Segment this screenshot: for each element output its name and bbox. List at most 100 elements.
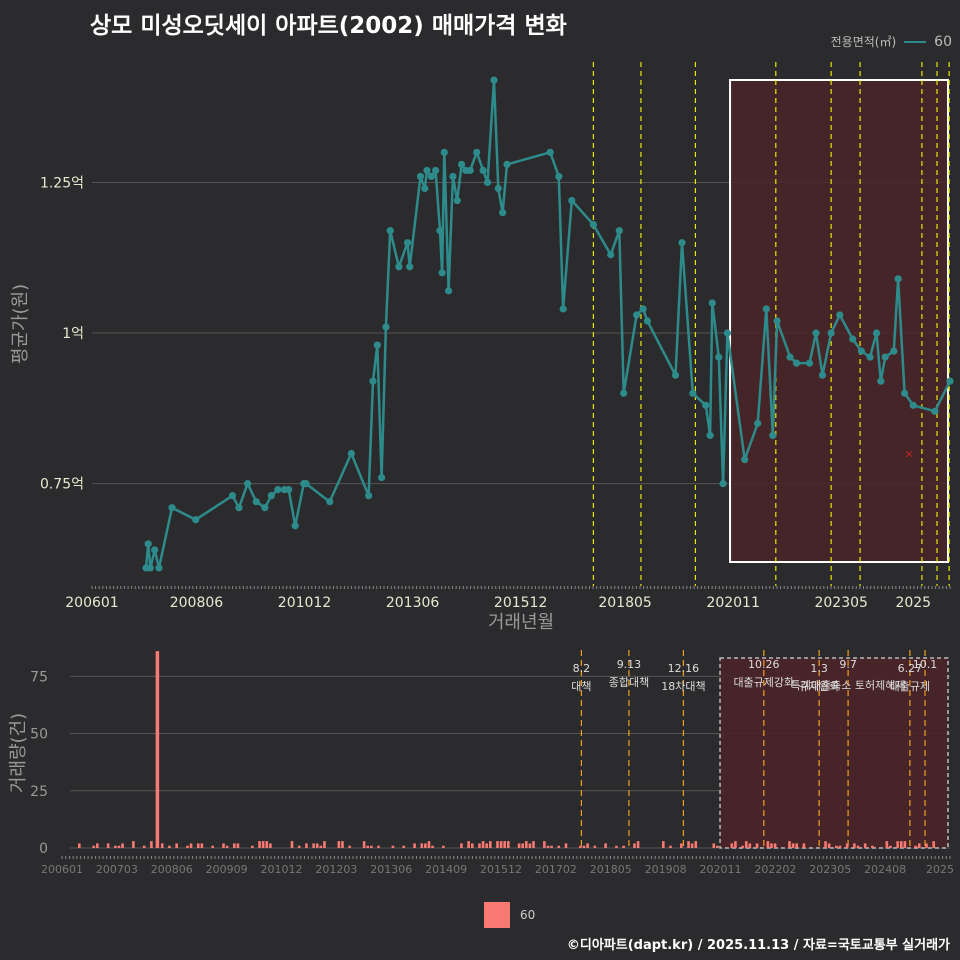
price-point (479, 166, 487, 175)
price-point (274, 486, 282, 494)
price-point (849, 335, 857, 343)
volume-bar (460, 843, 463, 848)
price-point (786, 353, 794, 361)
policy-date-label: 10.1 (913, 658, 938, 671)
price-point (373, 341, 381, 349)
volume-bar (824, 841, 827, 848)
volume-bar (853, 843, 856, 848)
price-point (890, 347, 898, 355)
volume-bar (337, 841, 341, 848)
volume-bar (593, 845, 597, 848)
policy-name-label: 규제완화 (799, 680, 839, 693)
price-point (559, 305, 567, 313)
volume-bar (546, 845, 550, 848)
volume-bar (662, 841, 665, 848)
volume-bar (196, 843, 200, 848)
volume-bar (269, 843, 272, 848)
volume-bar (550, 845, 553, 848)
volume-bar (348, 845, 351, 848)
price-point (805, 359, 814, 367)
volume-bar (312, 843, 315, 848)
volume-bar (795, 843, 799, 848)
price-point (440, 148, 448, 156)
price-point (812, 329, 820, 337)
price-point (449, 172, 457, 181)
price-point (818, 371, 827, 379)
volume-bar (690, 843, 694, 848)
price-point (836, 311, 844, 319)
price-point (378, 473, 386, 482)
x-tick-label-bottom: 201409 (425, 863, 467, 876)
y-tick-label: 1.25억 (40, 175, 84, 191)
volume-bar (233, 843, 236, 848)
price-point (490, 76, 498, 84)
volume-bar (362, 841, 366, 848)
price-point (633, 311, 641, 319)
volume-bar (391, 845, 395, 848)
price-point (285, 486, 293, 494)
price-point (503, 160, 511, 168)
volume-bar (741, 845, 744, 848)
volume-bar (755, 843, 759, 848)
legend-bar-swatch (484, 902, 510, 928)
price-point (754, 419, 762, 427)
volume-bar (297, 845, 301, 848)
volume-bar (467, 841, 470, 848)
volume-bar (175, 843, 178, 848)
x-tick-label-bottom: 202408 (864, 863, 906, 876)
volume-bar (903, 841, 907, 848)
price-point (946, 377, 954, 385)
price-point (423, 166, 431, 175)
price-point (866, 353, 874, 361)
volume-bar (121, 843, 124, 848)
volume-bar (499, 841, 503, 848)
volume-bar (517, 843, 521, 848)
volume-bar (413, 843, 416, 848)
price-point (792, 359, 801, 367)
volume-bar (503, 841, 506, 848)
volume-bar (730, 843, 734, 848)
price-point (719, 480, 727, 488)
volume-bar (716, 845, 719, 848)
legend-bar-label: 60 (520, 908, 536, 922)
volume-bar (827, 843, 831, 848)
volume-bar (315, 843, 319, 848)
volume-bar (96, 843, 99, 848)
price-point (931, 407, 939, 415)
price-point (723, 329, 731, 337)
volume-bar (261, 841, 265, 848)
price-point (436, 227, 444, 235)
volume-bar (305, 843, 308, 848)
volume-bar (586, 843, 589, 848)
price-point (369, 377, 377, 385)
volume-bar (370, 845, 373, 848)
price-point (568, 196, 576, 205)
volume-bar (377, 845, 380, 848)
price-point (457, 160, 466, 168)
chart-title: 상모 미성오딧세이 아파트(2002) 매매가격 변화 (90, 13, 567, 39)
y-tick-label-bottom: 0 (39, 841, 48, 857)
volume-bar (341, 841, 344, 848)
price-point (671, 371, 680, 379)
volume-bar (525, 841, 528, 848)
volume-bar (633, 843, 636, 848)
x-tick-label: 201805 (598, 595, 651, 611)
price-point (421, 184, 429, 193)
volume-bar (604, 843, 607, 848)
policy-name-label: 18차대책 (661, 680, 705, 693)
volume-bar (420, 843, 424, 848)
y-tick-label-bottom: 75 (30, 669, 48, 685)
volume-bar (925, 843, 928, 848)
volume-bar (622, 845, 625, 848)
price-point (395, 263, 403, 271)
price-point (466, 166, 474, 175)
x-tick-label: 201306 (386, 595, 440, 611)
volume-bar (402, 845, 406, 848)
legend-line-swatch (904, 40, 927, 43)
outlier-marker: × (904, 447, 913, 460)
x-tick-label-bottom: 2025 (926, 863, 954, 876)
volume-bar (770, 843, 773, 848)
volume-bar (470, 843, 474, 848)
legend-title: 전용면적(㎡) (830, 35, 897, 49)
